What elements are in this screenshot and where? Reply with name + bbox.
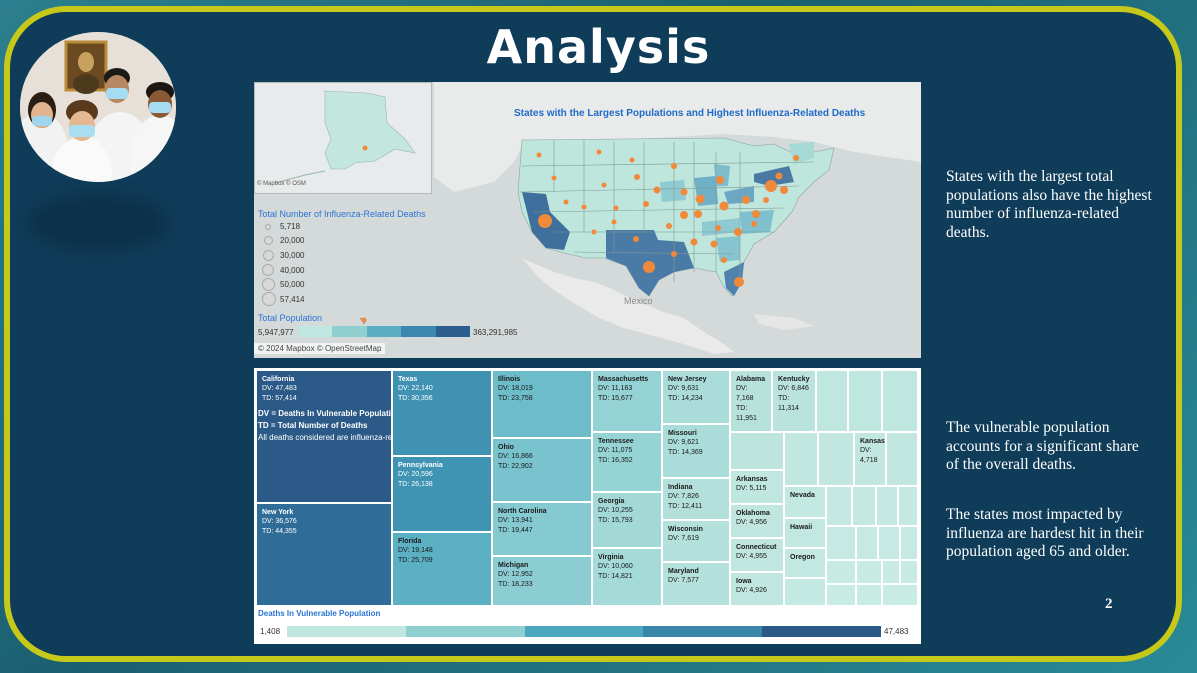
size-legend-item: 40,000 xyxy=(262,264,304,276)
treemap-cell-alabama[interactable]: Alabama DV: 7,168 TD: 11,951 xyxy=(730,370,772,432)
treemap-cell[interactable] xyxy=(878,526,900,560)
slide-title: Analysis xyxy=(486,20,711,74)
population-legend-title: Total Population xyxy=(258,313,323,323)
map-background xyxy=(254,82,921,358)
treemap-cell[interactable] xyxy=(730,432,784,470)
treemap-cell-wisconsin[interactable]: Wisconsin DV: 7,619 xyxy=(662,520,730,562)
photo-shadow xyxy=(28,195,168,250)
influenza-map[interactable]: © Mapbox © OSM xyxy=(254,82,921,358)
treemap-cell-connecticut[interactable]: Connecticut DV: 4,955 xyxy=(730,538,784,572)
treemap-cell[interactable] xyxy=(882,560,900,584)
treemap-cell-texas[interactable]: Texas DV: 22,140 TD: 30,356 xyxy=(392,370,492,456)
people-photo xyxy=(20,32,176,182)
treemap-cell-california[interactable]: California DV: 47,483 TD: 57,414 xyxy=(256,370,392,503)
treemap-cell-hawaii[interactable]: Hawaii xyxy=(784,518,826,548)
population-color-scale xyxy=(298,326,471,337)
insight-text-3: The states most impacted by influenza ar… xyxy=(946,506,1144,560)
mexico-label: Mexico xyxy=(624,296,653,306)
treemap-cell[interactable] xyxy=(886,432,918,486)
insight-text-2: The vulnerable population accounts for a… xyxy=(946,419,1139,473)
treemap-cell-iowa[interactable]: Iowa DV: 4,926 xyxy=(730,572,784,606)
treemap-cell-new-jersey[interactable]: New Jersey DV: 9,631 TD: 14,234 xyxy=(662,370,730,424)
dv-legend-max: 47,483 xyxy=(884,627,909,636)
treemap-cell-oklahoma[interactable]: Oklahoma DV: 4,956 xyxy=(730,504,784,538)
treemap-cell-new-york[interactable]: New York DV: 36,576 TD: 44,355 xyxy=(256,503,392,606)
treemap-cell-nevada[interactable]: Nevada xyxy=(784,486,826,518)
treemap-cell[interactable] xyxy=(856,560,882,584)
size-legend-title: Total Number of Influenza-Related Deaths xyxy=(258,209,426,219)
insight-text-1: States with the largest total population… xyxy=(946,168,1152,241)
size-legend-item: 5,718 xyxy=(262,222,300,231)
map-copyright: © 2024 Mapbox © OpenStreetMap xyxy=(254,343,386,354)
treemap-cell-virginia[interactable]: Virginia DV: 10,060 TD: 14,821 xyxy=(592,548,662,606)
population-legend-min: 5,947,977 xyxy=(258,328,294,337)
treemap-cell[interactable] xyxy=(826,526,856,560)
treemap-cell[interactable] xyxy=(784,578,826,606)
treemap-cell[interactable] xyxy=(826,560,856,584)
treemap-cell-indiana[interactable]: Indiana DV: 7,826 TD: 12,411 xyxy=(662,478,730,520)
size-legend-item: 50,000 xyxy=(262,278,304,291)
map-title: States with the Largest Populations and … xyxy=(514,108,866,119)
size-legend-item: 57,414 xyxy=(262,292,304,306)
treemap-key-note: DV = Deaths In Vulnerable Population TD … xyxy=(258,409,412,442)
treemap-cell[interactable] xyxy=(856,584,882,606)
treemap-cell-missouri[interactable]: Missouri DV: 9,621 TD: 14,369 xyxy=(662,424,730,478)
treemap-cell[interactable] xyxy=(856,526,878,560)
treemap-cell[interactable] xyxy=(818,432,854,486)
size-legend-item: 30,000 xyxy=(262,250,304,261)
size-legend-item: 20,000 xyxy=(262,236,304,245)
treemap-cell[interactable] xyxy=(826,486,852,526)
treemap-cell[interactable] xyxy=(898,486,918,526)
treemap-cell-kansas[interactable]: Kansas DV: 4,718 xyxy=(854,432,886,486)
treemap-cell-georgia[interactable]: Georgia DV: 10,255 TD: 15,793 xyxy=(592,492,662,548)
treemap-cell-florida[interactable]: Florida DV: 19,148 TD: 25,709 xyxy=(392,532,492,606)
treemap-cell[interactable] xyxy=(816,370,848,432)
alaska-inset xyxy=(254,82,432,194)
treemap-cell-pennsylvania[interactable]: Pennsylvania DV: 20,596 TD: 26,138 xyxy=(392,456,492,532)
treemap-cell[interactable] xyxy=(900,526,918,560)
dv-legend-min: 1,408 xyxy=(260,627,281,636)
state-treemap: California DV: 47,483 TD: 57,414 DV = De… xyxy=(256,370,918,606)
treemap-cell[interactable] xyxy=(882,584,918,606)
treemap-cell-michigan[interactable]: Michigan DV: 12,952 TD: 18,233 xyxy=(492,556,592,606)
treemap-cell-maryland[interactable]: Maryland DV: 7,577 xyxy=(662,562,730,606)
treemap-cell-ohio[interactable]: Ohio DV: 16,866 TD: 22,902 xyxy=(492,438,592,502)
treemap-cell-massachusetts[interactable]: Massachusetts DV: 11,163 TD: 15,677 xyxy=(592,370,662,432)
treemap-cell-kentucky[interactable]: Kentucky DV: 6,846 TD: 11,314 xyxy=(772,370,816,432)
treemap-cell-tennessee[interactable]: Tennessee DV: 11,075 TD: 16,352 xyxy=(592,432,662,492)
population-legend-max: 363,291,985 xyxy=(473,328,518,337)
dv-color-scale xyxy=(287,626,881,637)
inset-attribution: © Mapbox © OSM xyxy=(257,181,306,187)
dv-legend-title: Deaths In Vulnerable Population xyxy=(258,609,381,618)
treemap-cell-arkansas[interactable]: Arkansas DV: 5,115 xyxy=(730,470,784,504)
treemap-panel[interactable]: California DV: 47,483 TD: 57,414 DV = De… xyxy=(254,368,921,644)
treemap-cell[interactable] xyxy=(852,486,876,526)
page-number: 2 xyxy=(1105,596,1113,612)
treemap-cell-north-carolina[interactable]: North Carolina DV: 13,941 TD: 19,447 xyxy=(492,502,592,556)
treemap-cell[interactable] xyxy=(876,486,898,526)
treemap-cell[interactable] xyxy=(900,560,918,584)
treemap-cell-illinois[interactable]: Illinois DV: 18,019 TD: 23,758 xyxy=(492,370,592,438)
treemap-cell[interactable] xyxy=(784,432,818,486)
treemap-cell[interactable] xyxy=(848,370,882,432)
treemap-cell-oregon[interactable]: Oregon xyxy=(784,548,826,578)
treemap-cell[interactable] xyxy=(882,370,918,432)
treemap-cell[interactable] xyxy=(826,584,856,606)
